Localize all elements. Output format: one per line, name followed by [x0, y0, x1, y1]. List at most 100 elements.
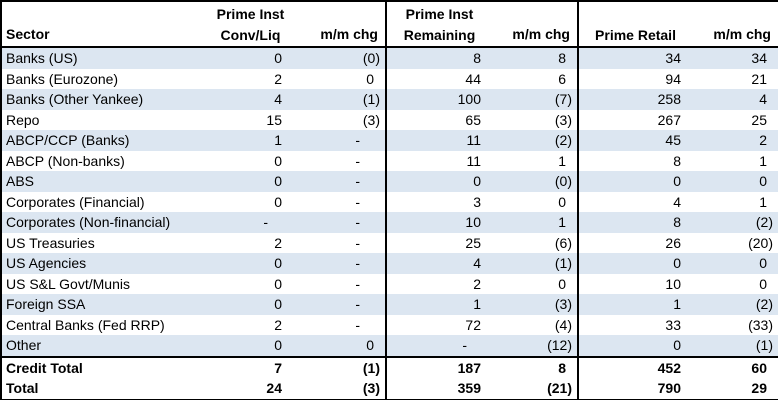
- table-body: Banks (US) 0 (0) 8 8 34 34 Banks (Eurozo…: [1, 47, 778, 357]
- cell-prime-retail: 1: [578, 294, 692, 315]
- cell-mm-chg-3: (1): [692, 335, 778, 357]
- cell-mm-chg-1: (3): [293, 109, 387, 130]
- table-row: US S&L Govt/Munis 0 - 2 0 10 0: [1, 273, 778, 294]
- cell-mm-chg-1: -: [293, 273, 387, 294]
- cell-mm-chg-2: (21): [492, 378, 579, 400]
- cell-mm-chg-2: 6: [492, 68, 579, 89]
- cell-mm-chg-3: 1: [759, 193, 767, 210]
- column-header-prime-inst-conv-liq: Prime Inst Conv/Liq: [208, 1, 293, 48]
- cell-sector: Total: [1, 378, 208, 400]
- cell-mm-chg-3: 60: [692, 355, 778, 378]
- column-header-mm-chg-3: m/m chg: [692, 1, 778, 48]
- cell-prime-inst-conv-liq: -: [208, 212, 293, 233]
- table-row: Other 0 0 - (12) 0 (1): [1, 335, 778, 357]
- table-totals: Credit Total 7 (1) 187 8 452 60 Total 24…: [1, 355, 778, 400]
- cell-prime-retail: 33: [665, 316, 681, 333]
- cell-sector: Banks (US): [1, 47, 208, 69]
- cell-prime-inst-conv-liq: 1: [208, 130, 293, 151]
- cell-mm-chg-1: (1): [293, 89, 387, 110]
- cell-mm-chg-2: 0: [492, 273, 579, 294]
- cell-mm-chg-2: (3): [492, 109, 579, 130]
- cell-mm-chg-1: -: [293, 150, 387, 171]
- cell-mm-chg-1: -: [293, 171, 387, 192]
- cell-prime-retail: 0: [578, 253, 692, 274]
- table-row: Repo 15 (3) 65 (3) 267 25: [1, 109, 778, 130]
- cell-mm-chg-1: (1): [293, 355, 387, 378]
- cell-sector: ABS: [1, 171, 208, 192]
- column-header-line2: Conv/Liq: [220, 27, 281, 43]
- cell-prime-inst-conv-liq: 2: [274, 70, 282, 87]
- cell-prime-retail: 4: [673, 193, 681, 210]
- table-row: Corporates (Financial) 0 - 3 0 4 1: [1, 191, 778, 212]
- cell-prime-inst-remaining: 11: [466, 152, 481, 169]
- column-header-label: m/m chg: [512, 26, 570, 42]
- cell-mm-chg-1: 0: [293, 68, 387, 89]
- cell-sector: Banks (Eurozone): [6, 70, 119, 87]
- column-header-mm-chg-1: m/m chg: [293, 1, 387, 48]
- cell-mm-chg-3: 0: [692, 171, 778, 192]
- column-header-label: m/m chg: [320, 26, 378, 42]
- cell-mm-chg-3: 25: [751, 111, 767, 128]
- cell-prime-retail: 0: [578, 171, 692, 192]
- column-header-line1: Prime Inst: [216, 6, 285, 22]
- cell-prime-retail: 8: [673, 152, 681, 169]
- cell-prime-inst-conv-liq: 4: [208, 89, 293, 110]
- cell-mm-chg-3: 29: [692, 378, 778, 400]
- cell-sector: ABCP (Non-banks): [6, 152, 125, 169]
- cell-mm-chg-3: (2): [692, 294, 778, 315]
- column-header-label: m/m chg: [713, 26, 771, 42]
- cell-prime-inst-conv-liq: 0: [208, 171, 293, 192]
- cell-prime-inst-remaining: 25: [465, 234, 481, 251]
- cell-sector: Foreign SSA: [1, 294, 208, 315]
- cell-prime-retail: 94: [665, 70, 681, 87]
- cell-mm-chg-2: (4): [492, 314, 579, 335]
- cell-prime-retail: 10: [665, 275, 681, 292]
- cell-prime-inst-remaining: 10: [386, 212, 492, 233]
- table-row: ABCP (Non-banks) 0 - 11 1 8 1: [1, 150, 778, 171]
- cell-sector: Central Banks (Fed RRP): [6, 316, 165, 333]
- column-header-line1: Prime Inst: [405, 6, 474, 22]
- cell-mm-chg-1: (0): [293, 47, 387, 69]
- column-header-sector: Sector: [1, 1, 208, 48]
- total-row: Total 24 (3) 359 (21) 790 29: [1, 378, 778, 400]
- cell-prime-inst-conv-liq: 24: [208, 378, 293, 400]
- table-row: Corporates (Non-financial) - - 10 1 8 (2…: [1, 212, 778, 233]
- cell-prime-retail: 452: [578, 355, 692, 378]
- table-header: Sector Prime Inst Conv/Liq m/m chg Prime…: [1, 1, 778, 48]
- cell-prime-inst-conv-liq: 0: [274, 152, 282, 169]
- cell-sector: Credit Total: [1, 355, 208, 378]
- cell-prime-inst-remaining: 0: [386, 171, 492, 192]
- cell-mm-chg-2: 1: [492, 212, 579, 233]
- cell-prime-inst-remaining: 4: [386, 253, 492, 274]
- cell-sector: Corporates (Non-financial): [1, 212, 208, 233]
- table-row: Banks (Other Yankee) 4 (1) 100 (7) 258 4: [1, 89, 778, 110]
- cell-mm-chg-3: (33): [748, 316, 773, 333]
- cell-mm-chg-2: (12): [492, 335, 579, 357]
- cell-mm-chg-2: 8: [492, 47, 579, 69]
- cell-mm-chg-1: -: [293, 314, 387, 335]
- cell-prime-retail: 26: [665, 234, 681, 251]
- cell-mm-chg-2: 0: [492, 191, 579, 212]
- column-header-mm-chg-2: m/m chg: [492, 1, 579, 48]
- cell-prime-inst-remaining: 359: [386, 378, 492, 400]
- cell-sector: US Agencies: [1, 253, 208, 274]
- cell-mm-chg-3: 21: [751, 70, 767, 87]
- cell-prime-inst-remaining: 72: [465, 316, 481, 333]
- header-row: Sector Prime Inst Conv/Liq m/m chg Prime…: [1, 1, 778, 48]
- column-header-prime-inst-remaining: Prime Inst Remaining: [386, 1, 492, 48]
- cell-sector: US S&L Govt/Munis: [6, 275, 130, 292]
- credit-total-row: Credit Total 7 (1) 187 8 452 60: [1, 355, 778, 378]
- cell-mm-chg-1: -: [293, 253, 387, 274]
- cell-prime-inst-remaining: 2: [473, 275, 481, 292]
- cell-mm-chg-1: 0: [293, 335, 387, 357]
- cell-prime-inst-conv-liq: 0: [208, 335, 293, 357]
- cell-mm-chg-1: (3): [293, 378, 387, 400]
- cell-prime-inst-conv-liq: 0: [208, 47, 293, 69]
- cell-mm-chg-2: (3): [492, 294, 579, 315]
- cell-prime-inst-conv-liq: 0: [208, 253, 293, 274]
- cell-prime-retail: 0: [578, 335, 692, 357]
- cell-prime-inst-remaining: 3: [473, 193, 481, 210]
- cell-sector: Banks (Other Yankee): [1, 89, 208, 110]
- cell-mm-chg-1: -: [293, 294, 387, 315]
- cell-prime-inst-conv-liq: 15: [266, 111, 282, 128]
